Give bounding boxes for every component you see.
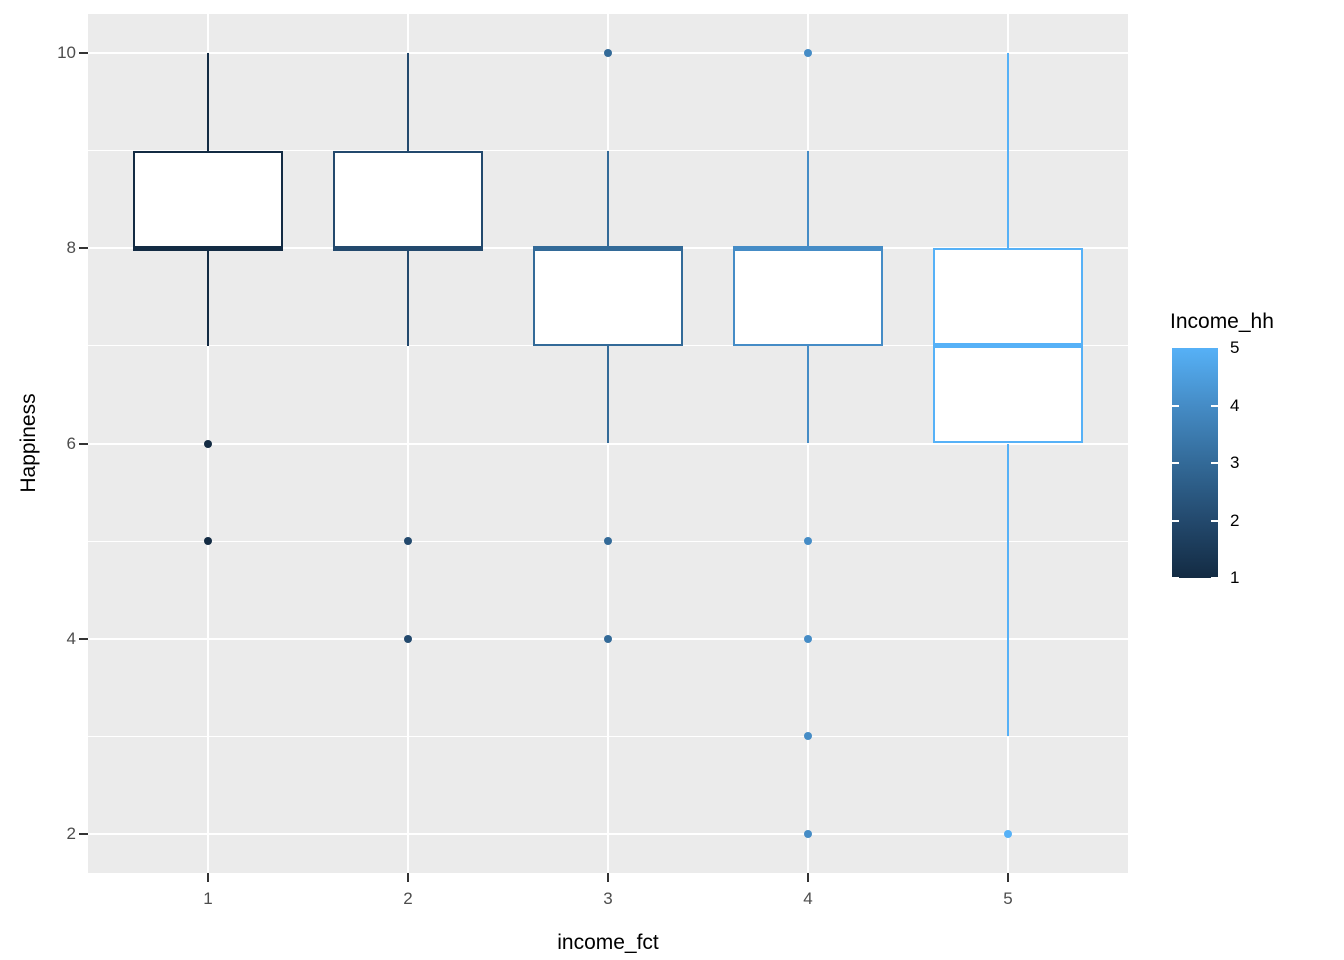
upper-whisker <box>407 53 409 151</box>
box <box>333 150 483 249</box>
x-tick-label: 3 <box>603 889 613 908</box>
legend-tick-label: 4 <box>1230 395 1240 415</box>
lower-whisker <box>207 248 209 346</box>
outlier-point <box>804 634 812 643</box>
lower-whisker <box>407 248 409 346</box>
x-tick-mark <box>807 873 809 882</box>
y-tick-mark <box>79 442 88 445</box>
legend-tick-label: 1 <box>1230 568 1240 587</box>
legend-bar-tick <box>1211 462 1218 464</box>
outlier-point <box>1004 829 1012 838</box>
outlier-point <box>404 537 412 546</box>
legend-tick-label: 2 <box>1230 510 1240 530</box>
lower-whisker <box>807 345 809 444</box>
outlier-point <box>804 49 812 58</box>
upper-whisker <box>807 150 809 249</box>
y-tick-mark <box>79 637 88 640</box>
legend-bar-tick <box>1211 577 1218 579</box>
median-line <box>133 245 283 251</box>
y-tick-label: 10 <box>57 43 76 63</box>
upper-whisker <box>607 150 609 249</box>
legend-bar-tick <box>1172 519 1179 522</box>
y-tick-mark <box>79 832 88 835</box>
legend-bar-tick <box>1172 577 1179 579</box>
lower-whisker <box>1007 443 1009 737</box>
upper-whisker <box>1007 53 1009 249</box>
legend-tick-label: 3 <box>1230 453 1240 472</box>
legend-title: Income_hh <box>1170 310 1274 333</box>
outlier-point <box>804 829 812 838</box>
outlier-point <box>204 439 212 448</box>
legend-bar-tick <box>1211 404 1218 407</box>
outlier-point <box>604 634 612 643</box>
y-tick-label: 6 <box>66 433 76 453</box>
median-line <box>533 245 683 251</box>
outlier-point <box>604 49 612 58</box>
outlier-point <box>404 634 412 643</box>
x-major-gridline <box>407 14 409 873</box>
legend-bar-tick <box>1172 462 1179 464</box>
x-tick-mark <box>407 873 409 882</box>
box <box>133 150 283 249</box>
legend-bar-tick <box>1211 519 1218 522</box>
x-tick-mark <box>1007 873 1009 882</box>
median-line <box>733 245 883 251</box>
outlier-point <box>804 732 812 741</box>
x-tick-label: 5 <box>1003 889 1013 908</box>
x-tick-label: 1 <box>203 889 213 908</box>
y-tick-label: 8 <box>66 238 76 258</box>
outlier-point <box>604 537 612 546</box>
x-major-gridline <box>607 14 609 873</box>
legend-colorbar <box>1172 348 1218 578</box>
x-tick-label: 2 <box>403 889 413 908</box>
y-tick-label: 4 <box>66 628 76 648</box>
upper-whisker <box>207 53 209 151</box>
x-axis-title: income_fct <box>557 931 659 954</box>
x-tick-mark <box>607 873 609 882</box>
box <box>733 248 883 346</box>
median-line <box>333 245 483 251</box>
y-tick-label: 2 <box>66 823 76 843</box>
lower-whisker <box>607 345 609 444</box>
outlier-point <box>204 537 212 546</box>
outlier-point <box>804 537 812 546</box>
legend-bar-tick <box>1172 404 1179 407</box>
x-tick-mark <box>207 873 209 882</box>
x-tick-label: 4 <box>803 889 813 908</box>
box <box>533 248 683 346</box>
x-major-gridline <box>807 14 809 873</box>
y-tick-mark <box>79 52 88 55</box>
median-line <box>933 343 1083 349</box>
y-tick-mark <box>79 247 88 250</box>
legend-tick-label: 5 <box>1230 338 1240 357</box>
y-axis-title: Happiness <box>17 393 40 493</box>
